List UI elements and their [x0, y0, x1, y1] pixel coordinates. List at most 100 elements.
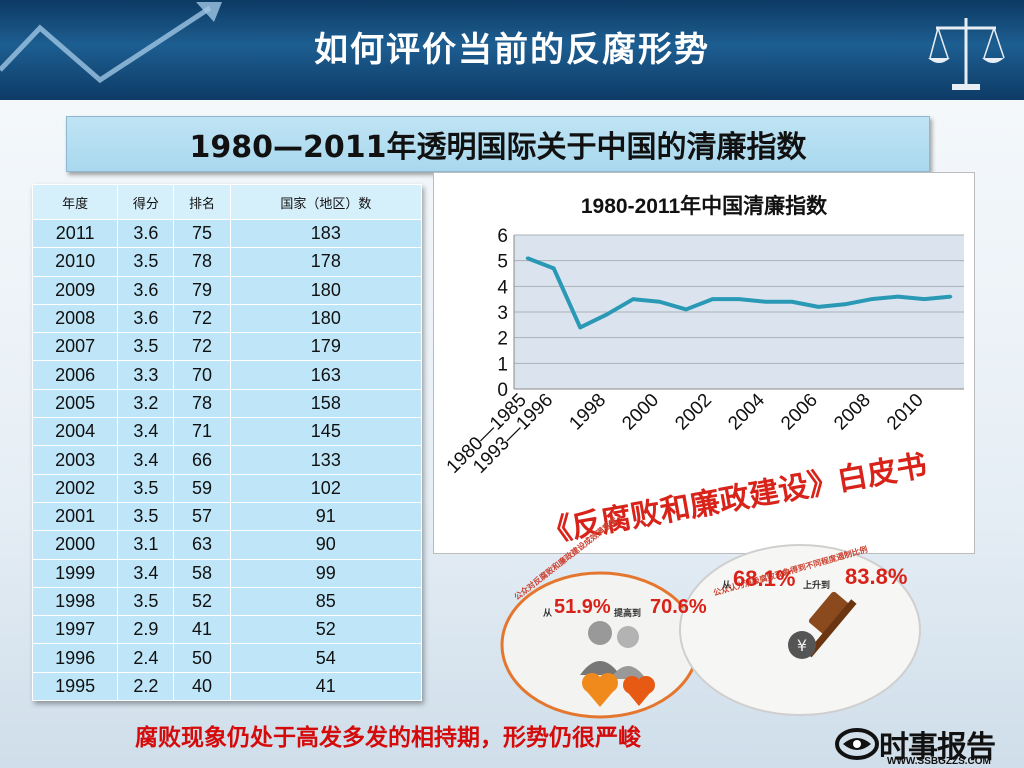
cell-rank: 58 — [173, 558, 231, 588]
table-row: 1998 3.5 52 85 — [31, 586, 423, 617]
cpi-line-chart: 1980-2011年中国清廉指数 0 1 2 3 4 5 6 1980—1985 1993—199… — [433, 172, 975, 554]
cell-countries: 183 — [229, 218, 423, 249]
table-row: 1997 2.9 41 52 — [31, 615, 423, 645]
header-countries: 国家（地区）数 — [229, 184, 423, 220]
left-from-value: 51.9% — [554, 596, 611, 618]
cell-year: 2010 — [31, 247, 119, 277]
cell-year: 1996 — [31, 643, 119, 673]
cell-countries: 99 — [229, 558, 423, 588]
right-to-label: 上升到 — [803, 580, 831, 590]
cell-countries: 158 — [229, 388, 423, 419]
data-point — [790, 300, 794, 304]
cell-year: 1999 — [31, 558, 119, 588]
data-point — [605, 313, 609, 317]
right-to-value: 83.8% — [845, 564, 908, 589]
svg-text:¥: ¥ — [797, 636, 807, 655]
cell-score: 3.6 — [117, 275, 175, 305]
x-tick-label: 2002 — [671, 390, 716, 435]
cpi-table: 年度 得分 排名 国家（地区）数 2011 3.6 75 183 2010 3.5 78 17… — [31, 184, 423, 702]
cell-score: 3.5 — [117, 247, 175, 277]
conclusion-text: 腐败现象仍处于高发多发的相持期，形势仍很严峻 — [135, 725, 641, 751]
cell-countries: 85 — [229, 586, 423, 617]
data-point — [763, 300, 767, 304]
y-tick-label: 0 — [497, 380, 508, 401]
table-row: 2001 3.5 57 91 — [31, 501, 423, 532]
header-year: 年度 — [31, 184, 119, 220]
data-point — [737, 297, 741, 301]
cell-score: 3.5 — [117, 473, 175, 503]
header-rank: 排名 — [173, 184, 231, 220]
cell-rank: 78 — [173, 247, 231, 277]
cell-score: 3.6 — [117, 303, 175, 334]
x-tick-label: 2006 — [777, 390, 822, 435]
cell-score: 3.4 — [117, 445, 175, 475]
y-tick-label: 5 — [497, 252, 508, 273]
cell-rank: 57 — [173, 501, 231, 532]
right-from-value: 68.1% — [733, 566, 796, 591]
cell-rank: 63 — [173, 530, 231, 560]
y-tick-label: 4 — [497, 277, 508, 298]
cell-countries: 180 — [229, 303, 423, 334]
cell-year: 2006 — [31, 360, 119, 390]
data-point — [843, 302, 847, 306]
x-tick-label: 2004 — [724, 389, 769, 434]
cell-score: 3.5 — [117, 332, 175, 362]
y-tick-label: 1 — [497, 354, 508, 375]
cell-rank: 72 — [173, 332, 231, 362]
x-tick-label: 1998 — [565, 390, 610, 435]
cell-countries: 41 — [229, 671, 423, 702]
table-row: 2002 3.5 59 102 — [31, 473, 423, 503]
cell-year: 2011 — [31, 218, 119, 249]
table-row: 1995 2.2 40 41 — [31, 671, 423, 702]
header-bar: 如何评价当前的反腐形势 — [0, 0, 1024, 100]
cell-score: 3.2 — [117, 388, 175, 419]
table-row: 2011 3.6 75 183 — [31, 218, 423, 249]
cell-score: 3.6 — [117, 218, 175, 249]
cell-year: 2009 — [31, 275, 119, 305]
cell-year: 2000 — [31, 530, 119, 560]
data-point — [684, 307, 688, 311]
data-point — [525, 256, 529, 260]
cell-year: 1997 — [31, 615, 119, 645]
data-point — [552, 266, 556, 270]
hearts-icon — [582, 673, 655, 707]
data-point — [711, 297, 715, 301]
cell-year: 2002 — [31, 473, 119, 503]
cell-rank: 78 — [173, 388, 231, 419]
x-tick-label: 2010 — [883, 390, 928, 435]
cell-rank: 71 — [173, 417, 231, 447]
cell-countries: 163 — [229, 360, 423, 390]
table-row: 2003 3.4 66 133 — [31, 445, 423, 475]
x-tick-label: 2000 — [618, 390, 663, 435]
x-tick-label: 2008 — [830, 390, 875, 435]
justice-scale-icon — [928, 18, 1005, 90]
cell-rank: 79 — [173, 275, 231, 305]
table-header-row: 年度 得分 排名 国家（地区）数 — [31, 184, 423, 220]
cell-countries: 180 — [229, 275, 423, 305]
cell-countries: 52 — [229, 615, 423, 645]
header-score: 得分 — [117, 184, 175, 220]
cell-year: 2003 — [31, 445, 119, 475]
cell-countries: 179 — [229, 332, 423, 362]
people-icon — [580, 621, 646, 679]
cell-rank: 70 — [173, 360, 231, 390]
cell-score: 3.5 — [117, 501, 175, 532]
data-point — [816, 305, 820, 309]
cell-year: 2001 — [31, 501, 119, 532]
table-row: 1996 2.4 50 54 — [31, 643, 423, 673]
table-body: 2011 3.6 75 183 2010 3.5 78 178 2009 3.6 79 180 2008… — [31, 218, 423, 702]
cell-year: 2004 — [31, 417, 119, 447]
table-row: 2006 3.3 70 163 — [31, 360, 423, 390]
table-row: 2009 3.6 79 180 — [31, 275, 423, 305]
cell-year: 2007 — [31, 332, 119, 362]
cell-score: 3.1 — [117, 530, 175, 560]
cell-countries: 90 — [229, 530, 423, 560]
cell-countries: 145 — [229, 417, 423, 447]
chart-title: 1980-2011年中国清廉指数 — [581, 194, 828, 218]
growth-arrow-icon — [0, 2, 222, 84]
table-row: 2004 3.4 71 145 — [31, 417, 423, 447]
left-to-label: 提高到 — [614, 608, 642, 618]
subtitle-banner: 1980—2011年透明国际关于中国的清廉指数 — [66, 116, 930, 172]
logo: 时事报告 WWW.SSBGZZS.COM — [835, 722, 1020, 767]
table-row: 2005 3.2 78 158 — [31, 388, 423, 419]
